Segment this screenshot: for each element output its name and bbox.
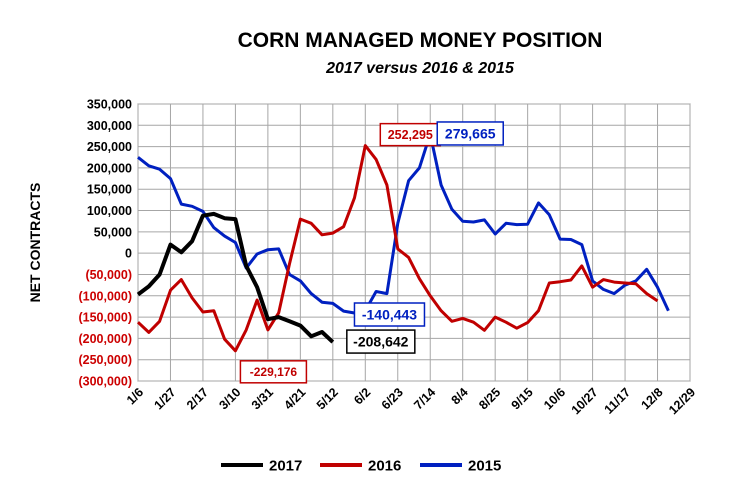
y-tick-label: 100,000: [87, 204, 132, 218]
x-tick-label: 8/25: [476, 385, 503, 412]
x-tick-label: 1/27: [151, 385, 178, 412]
y-tick-label: 50,000: [94, 225, 132, 239]
x-tick-label: 12/8: [639, 385, 666, 412]
data-label-box: [353, 302, 426, 327]
x-tick-label: 3/10: [216, 385, 243, 412]
y-tick-label: 150,000: [87, 183, 132, 197]
data-label-2016: -229,176: [239, 360, 308, 384]
data-label-text: 279,665: [445, 126, 496, 142]
series-line-2017: [136, 211, 335, 344]
data-label-text: -229,176: [250, 365, 298, 379]
y-tick-label: (250,000): [78, 353, 132, 367]
data-label-2016: 252,295: [379, 122, 442, 147]
x-tick-label: 7/14: [411, 385, 438, 412]
y-tick-label: (200,000): [78, 332, 132, 346]
legend-label-2016: 2016: [368, 458, 401, 475]
series-line-2016: [136, 144, 659, 353]
series-line-2015: [137, 132, 670, 315]
chart-subtitle: 2017 versus 2016 & 2015: [326, 60, 514, 77]
x-tick-label: 10/6: [541, 385, 568, 412]
y-tick-label: (50,000): [85, 268, 132, 282]
data-label-2017: -208,642: [346, 329, 416, 354]
x-tick-label: 12/29: [666, 385, 698, 417]
data-label-text: -208,642: [353, 334, 408, 350]
legend-label-2017: 2017: [269, 458, 302, 475]
x-tick-label: 1/6: [124, 385, 146, 407]
x-tick-label: 9/15: [509, 385, 536, 412]
data-label-box: [239, 360, 308, 384]
x-tick-label: 8/4: [449, 385, 471, 407]
x-tick-label: 6/23: [379, 385, 406, 412]
x-tick-label: 5/12: [314, 385, 341, 412]
x-tick-label: 4/21: [281, 385, 308, 412]
y-tick-label: 300,000: [87, 119, 132, 133]
y-tick-label: 0: [125, 247, 132, 261]
data-label-text: 252,295: [388, 128, 433, 142]
x-tick-label: 2/17: [184, 385, 211, 412]
y-tick-label: (100,000): [78, 289, 132, 303]
x-tick-label: 10/27: [569, 385, 601, 417]
x-tick-label: 6/2: [351, 385, 373, 407]
data-label-box: [436, 121, 504, 146]
data-label-2015: 279,665: [436, 121, 504, 146]
y-tick-label: 250,000: [87, 140, 132, 154]
y-tick-label: (300,000): [78, 375, 132, 389]
chart-title: CORN MANAGED MONEY POSITION: [237, 29, 603, 52]
x-tick-label: 3/31: [249, 385, 276, 412]
y-tick-label: (150,000): [78, 311, 132, 325]
data-label-2015: -140,443: [353, 302, 426, 327]
y-tick-label: 350,000: [87, 98, 132, 112]
legend-label-2015: 2015: [468, 458, 501, 475]
y-tick-label: 200,000: [87, 161, 132, 175]
data-label-box: [346, 329, 416, 354]
data-label-text: -140,443: [362, 307, 417, 323]
y-axis-label: NET CONTRACTS: [27, 183, 43, 303]
x-tick-label: 11/17: [602, 385, 634, 417]
